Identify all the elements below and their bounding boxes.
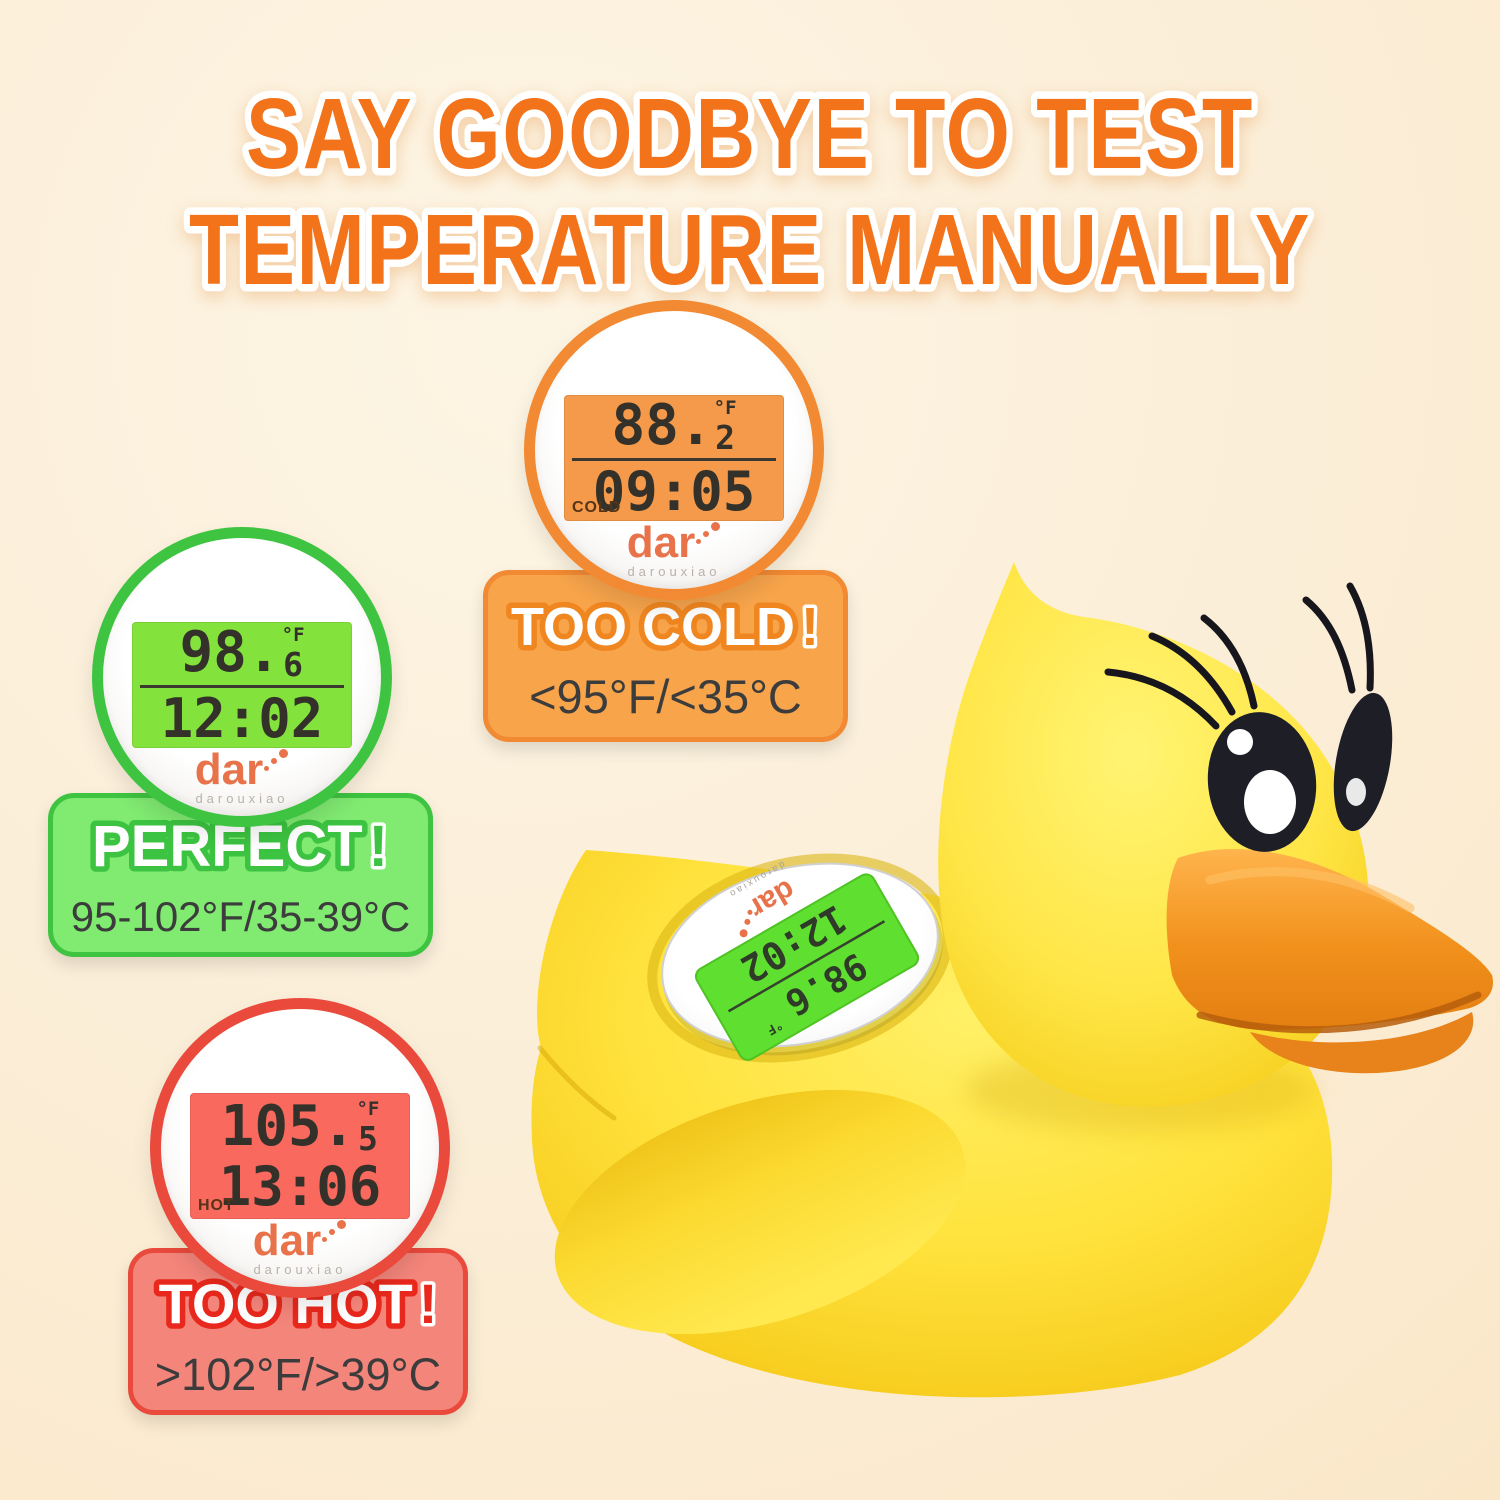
time-value: 13:06: [218, 1154, 382, 1218]
headline-line-1: SAY GOODBYE TO TEST: [246, 78, 1254, 190]
temp-decimal: 2: [715, 417, 735, 457]
duck-lcd-unit: °F: [764, 1016, 785, 1037]
brand-subtitle: darouxiao: [195, 791, 289, 806]
temp-decimal: 6: [283, 644, 303, 684]
lcd-flag-hot: HOT: [198, 1197, 235, 1214]
brand-dots-icon: [263, 748, 289, 782]
temp-row: 105. °F 5: [190, 1093, 410, 1159]
brand-logo: dar darouxiao: [103, 748, 381, 805]
headline-line-2: TEMPERATURE MANUALLY: [189, 194, 1311, 306]
svg-text:TOO COLD!: TOO COLD!: [511, 597, 819, 657]
brand-logo: dar darouxiao: [161, 1219, 439, 1276]
temp-value: 88.: [611, 392, 713, 458]
brand-subtitle: darouxiao: [627, 564, 721, 579]
lcd-screen-cold: 88. °F 2 09:05 COLD: [564, 395, 784, 521]
duck-wing: [554, 1089, 966, 1335]
temp-decimal: 5: [357, 1118, 378, 1158]
lcd-flag-cold: COLD: [572, 499, 622, 516]
duck-bill: [1166, 849, 1494, 1074]
temp-row: 98. °F 6: [132, 619, 352, 685]
brand-name: dar: [626, 518, 696, 567]
too-cold-label: TOO COLD: [511, 597, 795, 657]
brand-subtitle: darouxiao: [253, 1262, 347, 1277]
lcd-disc-hot: 105. °F 5 13:06 HOT dar darouxiao: [150, 998, 450, 1298]
brand-dots-icon: [321, 1219, 347, 1253]
time-value: 09:05: [592, 459, 756, 523]
lcd-divider: [140, 684, 344, 688]
headline: SAY GOODBYE TO TEST TEMPERATURE MANUALLY: [182, 71, 1317, 314]
duck-far-eye: [1302, 582, 1393, 832]
brand-name: dar: [252, 1216, 322, 1265]
brand-dots-icon: [695, 521, 721, 555]
too-hot-range: >102°F/>39°C: [154, 1349, 442, 1400]
temp-row: 88. °F 2: [564, 392, 784, 458]
temp-value: 105.: [220, 1093, 356, 1159]
duck-eyes: [1104, 582, 1393, 852]
too-cold-range: <95°F/<35°C: [529, 670, 802, 723]
temp-value: 98.: [179, 619, 281, 685]
temp-unit: °F: [713, 396, 737, 419]
duck-near-eye: [1104, 614, 1317, 852]
brand-logo: dar darouxiao: [535, 521, 813, 578]
duck-back-display: 98.6 °F 12:02 dar darouxiao: [647, 853, 953, 1063]
too-cold-exclamation: !: [801, 597, 819, 657]
brand-name: dar: [194, 745, 264, 794]
too-cold-heading: TOO COLD!: [506, 592, 823, 663]
lcd-screen-hot: 105. °F 5 13:06 HOT: [190, 1093, 410, 1219]
temp-unit: °F: [356, 1097, 380, 1120]
perfect-exclamation: !: [369, 814, 388, 879]
temp-unit: °F: [281, 623, 305, 646]
lcd-disc-cold: 88. °F 2 09:05 COLD dar darouxiao: [524, 300, 824, 600]
too-hot-exclamation: !: [419, 1272, 438, 1335]
perfect-range: 95-102°F/35-39°C: [70, 893, 411, 940]
time-value: 12:02: [160, 686, 324, 750]
lcd-screen-perfect: 98. °F 6 12:02: [132, 622, 352, 748]
lcd-divider: [572, 457, 776, 461]
lcd-disc-perfect: 98. °F 6 12:02 dar darouxiao: [92, 527, 392, 827]
